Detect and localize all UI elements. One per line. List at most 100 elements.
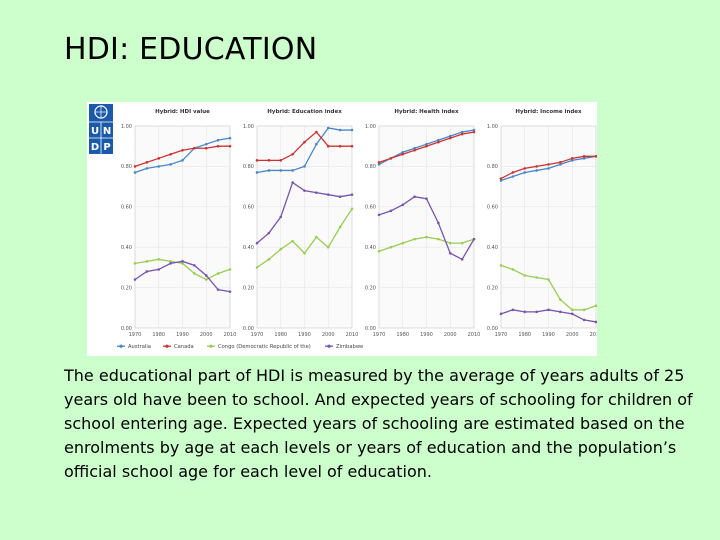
data-point-congo-democratic-republic-of-the [559,298,562,302]
y-tick-label: 1.00 [487,124,498,130]
legend-label: Australia [128,344,151,350]
x-tick-label: 1970 [129,332,142,338]
data-point-congo-democratic-republic-of-the [279,247,283,251]
data-point-zimbabwe [389,209,393,213]
y-tick-label: 0.00 [243,326,254,332]
x-tick-label: 1990 [420,332,433,338]
legend-marker [165,344,169,348]
y-tick-label: 0.80 [487,164,498,170]
data-point-congo-democratic-republic-of-the [338,225,342,229]
data-point-congo-democratic-republic-of-the [437,237,440,241]
y-tick-label: 0.60 [365,205,376,211]
x-tick-label: 1980 [518,332,531,338]
data-point-australia [350,128,354,132]
slide-body-text: The educational part of HDI is measured … [64,366,693,481]
data-point-zimbabwe [499,312,503,316]
data-point-australia [291,169,294,172]
data-point-zimbabwe [401,203,405,207]
chart-panel-hybrid-education-index: Hybrid: Education index 0.00 0.20 0.40 0.60 0… [243,109,359,338]
data-point-canada [594,155,598,158]
data-point-zimbabwe [169,262,172,265]
data-point-australia [267,169,271,172]
y-tick-label: 0.80 [365,164,376,170]
data-point-australia [582,157,586,160]
x-tick-label: 1990 [542,332,555,338]
data-point-canada [216,144,220,148]
data-point-congo-democratic-republic-of-the [169,260,172,263]
data-point-australia [181,159,184,162]
data-point-canada [413,148,416,152]
x-tick-label: 1970 [373,332,386,338]
data-point-canada [582,155,586,158]
data-point-australia [255,171,259,174]
data-point-congo-democratic-republic-of-the [255,266,259,269]
data-point-zimbabwe [303,189,306,192]
data-point-canada [291,152,294,156]
data-point-canada [326,144,330,148]
data-point-canada [193,146,196,150]
data-point-congo-democratic-republic-of-the [535,276,538,279]
chart-panel-hybrid-health-index: Hybrid: Health index 0.00 0.20 0.40 0.60 0.80… [365,109,481,338]
data-point-congo-democratic-republic-of-the [570,308,574,312]
data-point-canada [169,152,172,156]
data-point-canada [303,140,306,144]
y-tick-label: 0.40 [243,245,254,251]
data-point-canada [389,157,393,160]
data-point-congo-democratic-republic-of-the [460,241,464,245]
data-point-canada [315,130,318,134]
data-point-congo-democratic-republic-of-the [523,274,527,277]
data-point-congo-democratic-republic-of-the [181,262,184,265]
data-point-congo-democratic-republic-of-the [389,245,393,249]
x-tick-label: 2000 [566,332,579,338]
y-tick-label: 0.20 [243,285,254,291]
legend-marker [209,344,213,348]
data-point-australia [326,126,330,130]
data-point-canada [425,144,428,148]
data-point-canada [499,177,503,180]
data-point-zimbabwe [425,197,428,201]
data-point-australia [377,163,381,166]
y-tick-label: 0.00 [487,326,498,332]
data-point-congo-democratic-republic-of-the [216,272,220,275]
legend-label: Zimbabwe [336,344,363,350]
data-point-canada [448,136,452,140]
data-point-canada [338,144,342,148]
legend-entry-canada: Canada [163,344,194,350]
legend-marker [327,344,331,348]
data-point-australia [169,163,172,166]
data-point-congo-democratic-republic-of-the [228,268,232,271]
y-tick-label: 0.00 [121,326,132,332]
data-point-australia [228,136,232,140]
x-tick-label: 2000 [444,332,457,338]
x-tick-label: 2010 [590,332,597,338]
data-point-australia [570,159,574,162]
chart-panels: Hybrid: HDI value 0.00 0.20 0.40 0.60 0.80 1.0… [121,109,603,338]
data-point-australia [511,175,515,178]
hdi-chart-svg: U N D P Hybrid: HDI value 0.00 0.20 0.40 0.6… [89,104,603,350]
data-point-zimbabwe [228,290,232,293]
data-point-congo-democratic-republic-of-the [594,304,598,308]
y-tick-label: 1.00 [121,124,132,130]
data-point-zimbabwe [204,274,208,277]
data-point-zimbabwe [267,231,271,235]
x-tick-label: 1980 [274,332,287,338]
data-point-zimbabwe [523,310,527,314]
undp-logo-letter: D [91,142,99,153]
data-point-congo-democratic-republic-of-the [267,258,271,261]
data-point-zimbabwe [279,215,283,219]
data-point-canada [472,130,476,134]
data-point-zimbabwe [255,241,259,245]
x-tick-label: 1970 [495,332,508,338]
x-tick-label: 1980 [396,332,409,338]
chart-panel-hybrid-income-index: Hybrid: Income index 0.00 0.20 0.40 0.60 0.80… [487,109,603,338]
data-point-canada [145,161,149,164]
data-point-australia [547,167,550,170]
data-point-australia [401,150,405,154]
undp-logo-letter: U [91,126,99,137]
y-tick-label: 0.40 [121,245,132,251]
data-point-australia [216,138,220,142]
data-point-congo-democratic-republic-of-the [145,260,149,263]
data-point-canada [181,148,184,152]
legend-label: Canada [174,344,194,350]
data-point-zimbabwe [472,237,476,241]
